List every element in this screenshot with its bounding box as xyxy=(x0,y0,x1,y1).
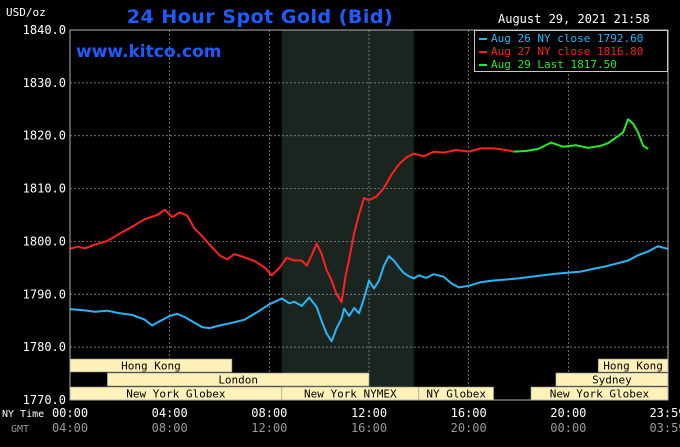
x-tick-label-gmt: 12:00 xyxy=(251,421,287,435)
legend: Aug 26 NY close 1792.60 Aug 27 NY close … xyxy=(474,30,668,72)
x-tick-label-ny: 16:00 xyxy=(451,406,487,420)
x-tick-label-ny: 12:00 xyxy=(351,406,387,420)
y-tick-label: 1810.0 xyxy=(23,182,66,196)
gmt-row-label: GMT xyxy=(11,424,30,435)
x-tick-label-gmt: 08:00 xyxy=(152,421,188,435)
y-tick-label: 1790.0 xyxy=(23,287,66,301)
session-label: New York Globex xyxy=(550,388,650,401)
chart-title: 24 Hour Spot Gold (Bid) xyxy=(126,6,394,28)
y-tick-label: 1830.0 xyxy=(23,76,66,90)
session-label: London xyxy=(218,374,258,387)
x-tick-label-ny: 20:00 xyxy=(550,406,586,420)
y-axis-unit: USD/oz xyxy=(6,6,46,19)
session-label: NY Globex xyxy=(426,388,486,401)
x-tick-label-gmt: 16:00 xyxy=(351,421,387,435)
x-tick-label-gmt: 20:00 xyxy=(451,421,487,435)
timestamp: August 29, 2021 21:58 xyxy=(498,12,650,26)
y-tick-label: 1780.0 xyxy=(23,340,66,354)
session-label: Sydney xyxy=(592,374,632,387)
legend-swatch xyxy=(479,38,487,40)
session-label: New York Globex xyxy=(126,388,226,401)
legend-label: Aug 26 NY close 1792.60 xyxy=(491,32,644,45)
ny-time-row-label: NY Time xyxy=(2,409,45,420)
legend-item-aug29: Aug 29 Last 1817.50 xyxy=(479,58,617,71)
x-tick-label-ny: 00:00 xyxy=(52,406,88,420)
x-tick-label-gmt: 04:00 xyxy=(52,421,88,435)
plot-border xyxy=(69,29,669,401)
y-tick-label: 1800.0 xyxy=(23,234,66,248)
x-tick-label-ny: 23:59 xyxy=(649,406,680,420)
x-tick-label-ny: 04:00 xyxy=(152,406,188,420)
legend-swatch xyxy=(479,64,487,66)
session-label: Hong Kong xyxy=(121,360,181,373)
y-tick-label: 1770.0 xyxy=(23,393,66,407)
x-tick-label-ny: 08:00 xyxy=(251,406,287,420)
session-label: New York NYMEX xyxy=(304,388,397,401)
series-line xyxy=(513,118,649,153)
x-tick-label-gmt: 00:00 xyxy=(550,421,586,435)
legend-item-aug26: Aug 26 NY close 1792.60 xyxy=(479,32,643,45)
y-tick-label: 1820.0 xyxy=(23,129,66,143)
legend-label: Aug 27 NY close 1816.80 xyxy=(491,45,644,58)
legend-item-aug27: Aug 27 NY close 1816.80 xyxy=(479,45,643,58)
watermark: www.kitco.com xyxy=(76,42,222,62)
legend-label: Aug 29 Last 1817.50 xyxy=(491,58,617,71)
legend-swatch xyxy=(479,51,487,53)
x-tick-label-gmt: 03:59 xyxy=(649,421,680,435)
y-tick-label: 1840.0 xyxy=(23,23,66,37)
series-line xyxy=(69,147,514,304)
session-bar xyxy=(107,372,370,387)
series-line xyxy=(69,245,668,343)
session-label: Hong Kong xyxy=(603,360,663,373)
nymex-shaded-region xyxy=(281,30,414,400)
